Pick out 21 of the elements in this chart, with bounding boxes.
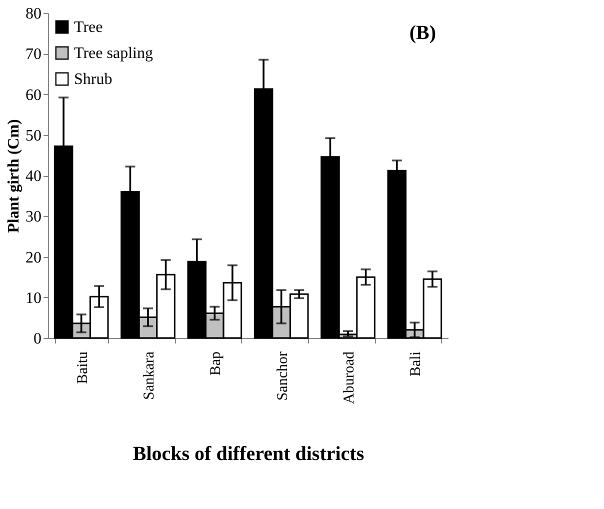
legend-label: Tree: [74, 19, 103, 36]
y-tick-label: 0: [34, 330, 42, 348]
x-tick-label: Bap: [208, 352, 224, 376]
y-tick-label: 10: [26, 290, 42, 307]
y-tick-label: 30: [26, 208, 42, 226]
x-tick-label: Bali: [408, 352, 424, 376]
y-tick-label: 80: [26, 6, 42, 22]
x-tick-label: Sanchor: [274, 352, 291, 401]
annotation: (B): [409, 22, 436, 44]
legend-label: Tree sapling: [74, 45, 153, 62]
x-tick-label: Baitu: [74, 351, 91, 384]
y-tick-label: 70: [26, 46, 42, 64]
y-axis-title: Plant girth (Cm): [6, 119, 22, 233]
y-tick-label: 20: [26, 249, 42, 266]
y-tick-label: 50: [26, 127, 42, 144]
legend-label: Shrub: [74, 71, 112, 88]
x-axis-title: Blocks of different districts: [132, 442, 364, 465]
y-tick-label: 60: [26, 86, 42, 104]
x-tick-label: Aburoad: [342, 351, 358, 404]
x-tick-label: Sankara: [142, 351, 158, 400]
y-tick-label: 40: [26, 168, 42, 185]
